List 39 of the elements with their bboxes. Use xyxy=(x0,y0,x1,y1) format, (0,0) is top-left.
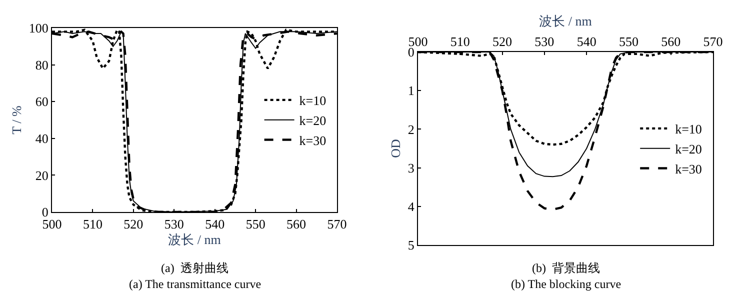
text: (b) The blocking curve xyxy=(511,277,622,291)
legend-label: k=30 xyxy=(675,161,702,176)
y-tick-label: 2 xyxy=(408,122,414,137)
text: (a) 透射曲线 xyxy=(161,261,228,275)
y-tick-label: 5 xyxy=(408,238,414,253)
y-axis-title: OD xyxy=(388,139,403,158)
x-tick-label: 570 xyxy=(703,34,723,49)
y-axis-title: T / % xyxy=(8,106,24,134)
x-tick-label: 520 xyxy=(492,34,512,49)
legend-label: k=20 xyxy=(675,141,702,156)
x-tick-label: 530 xyxy=(534,34,554,49)
x-tick-label: 550 xyxy=(618,34,638,49)
x-axis-title: 波长 / nm xyxy=(168,232,221,248)
x-tick-label: 500 xyxy=(408,34,428,49)
x-tick-label: 510 xyxy=(450,34,470,49)
legend-label: k=10 xyxy=(299,93,326,108)
x-tick-label: 560 xyxy=(661,34,681,49)
x-axis-title: 波长 / nm xyxy=(539,14,592,29)
x-tick-label: 560 xyxy=(286,216,306,232)
legend-label: k=20 xyxy=(299,112,326,128)
x-tick-label: 540 xyxy=(205,216,225,232)
x-tick-label: 530 xyxy=(164,216,184,232)
y-tick-label: 1 xyxy=(408,83,414,98)
text: (b) 背景曲线 xyxy=(532,261,600,275)
y-tick-label: 80 xyxy=(35,57,48,72)
y-tick-label: 100 xyxy=(28,20,48,36)
y-tick-label: 20 xyxy=(35,168,48,183)
y-tick-label: 60 xyxy=(35,94,48,110)
y-tick-label: 3 xyxy=(408,160,414,176)
x-tick-label: 570 xyxy=(327,216,347,232)
text: (a) The transmittance curve xyxy=(129,277,262,291)
x-tick-label: 550 xyxy=(246,216,266,232)
y-tick-label: 4 xyxy=(408,198,415,214)
y-tick-label: 40 xyxy=(35,130,48,146)
legend-label: k=10 xyxy=(675,122,702,137)
legend-label: k=30 xyxy=(299,132,326,148)
x-tick-label: 510 xyxy=(82,216,102,232)
x-tick-label: 540 xyxy=(576,34,596,49)
x-tick-label: 520 xyxy=(124,216,144,232)
